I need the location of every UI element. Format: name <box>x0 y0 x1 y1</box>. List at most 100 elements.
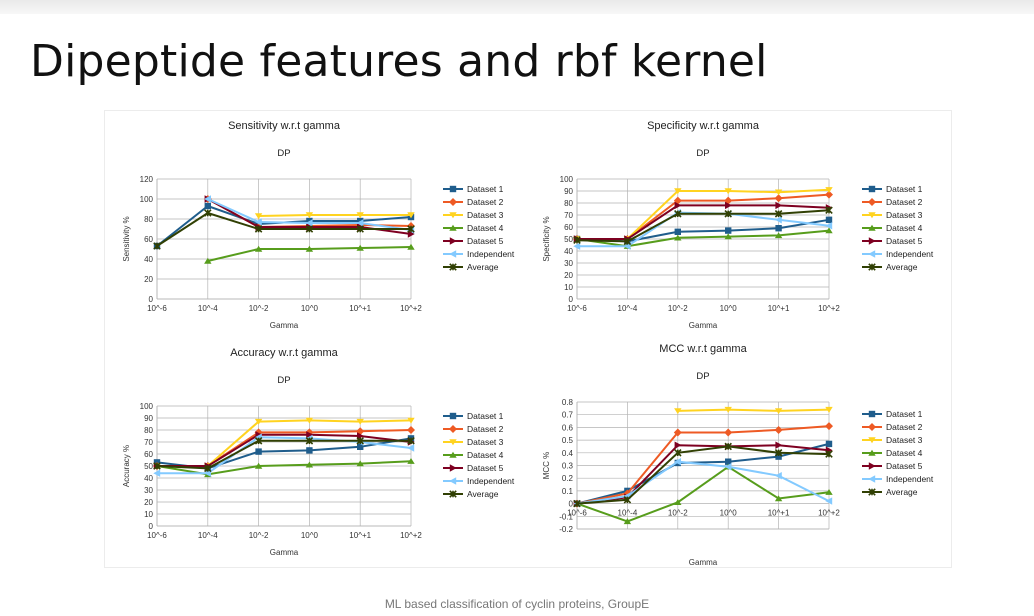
data-point <box>674 457 681 466</box>
window-top-bar <box>0 0 1034 14</box>
legend-entry: Independent <box>467 249 515 259</box>
legend-entry: Dataset 1 <box>886 409 923 419</box>
x-tick-label: 10^+1 <box>349 304 371 313</box>
data-point <box>673 196 682 205</box>
data-point <box>724 196 733 205</box>
x-tick-label: 10^-6 <box>567 509 587 518</box>
data-point <box>407 230 415 238</box>
y-tick-label: 120 <box>140 175 154 184</box>
legend-entry: Dataset 3 <box>886 435 923 445</box>
data-point <box>774 408 783 415</box>
y-tick-label: 60 <box>144 235 153 244</box>
legend-marker <box>449 464 457 472</box>
x-tick-label: 10^-2 <box>668 509 688 518</box>
data-point <box>407 225 415 233</box>
legend-entry: Dataset 5 <box>886 461 923 471</box>
data-point <box>825 227 833 234</box>
data-point <box>674 441 682 449</box>
slide-title: Dipeptide features and rbf kernel <box>30 36 768 87</box>
y-axis-label: Accuracy % <box>122 445 131 487</box>
chart-subtitle: DP <box>696 148 709 159</box>
legend-marker <box>449 477 457 485</box>
legend-marker <box>449 250 457 258</box>
x-tick-label: 10^-4 <box>618 304 638 313</box>
y-tick-label: 90 <box>144 414 153 423</box>
y-tick-label: 100 <box>140 402 154 411</box>
legend-entry: Dataset 2 <box>467 197 504 207</box>
chart-title: Accuracy w.r.t gamma <box>230 347 338 359</box>
y-tick-label: 80 <box>144 215 153 224</box>
data-point <box>306 217 313 225</box>
x-tick-label: 10^-6 <box>147 304 167 313</box>
legend-entry: Dataset 5 <box>886 236 923 246</box>
legend-entry: Independent <box>467 476 515 486</box>
legend-entry: Dataset 3 <box>467 437 504 447</box>
y-tick-label: 70 <box>564 211 573 220</box>
legend-marker <box>449 425 457 433</box>
x-tick-label: 10^-4 <box>618 509 638 518</box>
data-point <box>774 495 783 502</box>
data-point <box>674 408 682 415</box>
x-tick-label: 10^-2 <box>668 304 688 313</box>
y-tick-label: 30 <box>564 259 573 268</box>
legend-entry: Independent <box>886 474 934 484</box>
series-line <box>258 214 411 217</box>
series-line <box>576 445 830 505</box>
data-point <box>674 210 682 218</box>
chart-2: Specificity w.r.t gamma DP 0 10 20 30 40 50 60 70… <box>542 120 934 330</box>
slide-footer: ML based classification of cyclin protei… <box>384 597 650 611</box>
y-axis-label: Sensitivity % <box>122 216 131 261</box>
charts-panel: Sensitivity w.r.t gamma DP 0 20 40 60 80 100 120… <box>104 110 952 568</box>
data-point <box>825 488 833 495</box>
x-tick-label: 10^-2 <box>249 531 269 540</box>
series-line <box>576 209 830 243</box>
series-line <box>576 229 830 248</box>
legend-marker <box>868 437 876 444</box>
data-point <box>254 225 263 233</box>
y-tick-label: 40 <box>144 474 153 483</box>
data-point <box>357 432 364 440</box>
y-axis-label: MCC % <box>542 452 551 480</box>
series-line <box>576 460 830 505</box>
series-dataset-4 <box>204 243 415 264</box>
legend-marker <box>449 224 457 231</box>
data-point <box>204 464 212 473</box>
data-point <box>407 426 415 434</box>
legend-marker <box>868 488 876 496</box>
y-tick-label: 70 <box>144 438 153 447</box>
y-tick-label: 30 <box>144 486 153 495</box>
data-point <box>254 418 263 425</box>
chart-1: Sensitivity w.r.t gamma DP 0 20 40 60 80 100 120… <box>122 120 515 330</box>
data-point <box>623 237 632 246</box>
legend-entry: Dataset 3 <box>886 210 923 220</box>
series-dataset-2 <box>573 190 833 243</box>
data-point <box>153 469 161 477</box>
legend-marker <box>449 439 457 446</box>
legend-marker <box>868 237 876 245</box>
legend-marker <box>868 185 876 193</box>
series-line <box>677 408 830 412</box>
charts-svg: Sensitivity w.r.t gammaDP020406080100120… <box>122 120 934 567</box>
data-point <box>825 216 833 223</box>
data-point <box>305 212 314 219</box>
y-tick-label: 0.5 <box>562 436 574 445</box>
chart-legend: Dataset 1 Dataset 2 Dataset 3 Dataset 4 Data… <box>443 184 515 272</box>
data-point <box>153 462 161 470</box>
y-tick-label: 50 <box>144 462 153 471</box>
data-point <box>825 440 833 448</box>
y-tick-label: 0.1 <box>562 487 574 496</box>
legend-entry: Independent <box>886 249 934 259</box>
chart-subtitle: DP <box>277 375 290 386</box>
chart-title: Specificity w.r.t gamma <box>647 120 760 132</box>
x-tick-label: 10^+2 <box>818 304 840 313</box>
legend-marker <box>449 263 457 271</box>
y-tick-label: -0.1 <box>559 512 573 521</box>
y-tick-label: 20 <box>564 271 573 280</box>
data-point <box>775 441 783 449</box>
x-axis-label: Gamma <box>270 548 299 557</box>
series-line <box>577 193 830 240</box>
data-point <box>775 453 782 460</box>
series-line <box>157 433 412 467</box>
data-point <box>254 462 263 469</box>
y-tick-label: 0.7 <box>562 411 574 420</box>
